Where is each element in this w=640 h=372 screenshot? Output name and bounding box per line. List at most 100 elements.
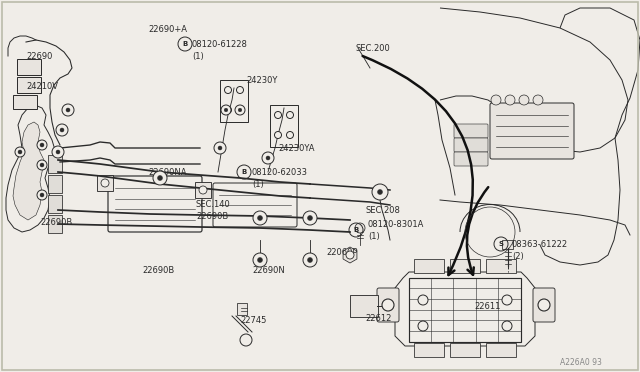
Circle shape [199, 186, 207, 194]
Circle shape [257, 257, 262, 263]
FancyBboxPatch shape [108, 176, 202, 232]
Text: 22690NA: 22690NA [148, 168, 186, 177]
FancyBboxPatch shape [237, 303, 247, 315]
Text: 08120-8301A: 08120-8301A [368, 220, 424, 229]
Text: B: B [182, 41, 188, 47]
FancyBboxPatch shape [17, 77, 41, 93]
Circle shape [303, 253, 317, 267]
Circle shape [40, 163, 44, 167]
Circle shape [355, 223, 365, 233]
Text: 22690B: 22690B [40, 218, 72, 227]
Circle shape [18, 150, 22, 154]
FancyBboxPatch shape [97, 175, 113, 191]
Circle shape [237, 106, 243, 113]
FancyBboxPatch shape [502, 240, 513, 248]
Circle shape [62, 104, 74, 116]
FancyBboxPatch shape [377, 288, 399, 322]
Circle shape [505, 95, 515, 105]
Circle shape [418, 321, 428, 331]
Text: 22690B: 22690B [196, 212, 228, 221]
Circle shape [266, 156, 270, 160]
Circle shape [275, 112, 282, 119]
Circle shape [346, 251, 354, 259]
Circle shape [52, 146, 64, 158]
Text: 22611: 22611 [474, 302, 500, 311]
Circle shape [240, 334, 252, 346]
Circle shape [224, 108, 228, 112]
Circle shape [153, 171, 167, 185]
Circle shape [418, 295, 428, 305]
FancyBboxPatch shape [414, 259, 444, 273]
Circle shape [519, 95, 529, 105]
Circle shape [533, 95, 543, 105]
Circle shape [218, 146, 222, 150]
FancyBboxPatch shape [195, 182, 211, 198]
Circle shape [253, 253, 267, 267]
Text: (1): (1) [192, 52, 204, 61]
Text: SEC.140: SEC.140 [195, 200, 230, 209]
Text: 22060P: 22060P [326, 248, 358, 257]
Text: A226A0 93: A226A0 93 [560, 358, 602, 367]
Circle shape [382, 299, 394, 311]
Circle shape [491, 95, 501, 105]
Circle shape [502, 321, 512, 331]
Circle shape [37, 140, 47, 150]
Circle shape [225, 106, 232, 113]
FancyBboxPatch shape [17, 59, 41, 75]
FancyBboxPatch shape [48, 215, 62, 233]
Circle shape [56, 150, 60, 154]
Circle shape [538, 299, 550, 311]
Text: 22690: 22690 [26, 52, 52, 61]
Text: (1): (1) [252, 180, 264, 189]
Text: SEC.200: SEC.200 [356, 44, 391, 53]
Text: 24230Y: 24230Y [246, 76, 277, 85]
Circle shape [225, 87, 232, 93]
Circle shape [15, 147, 25, 157]
Text: 08120-61228: 08120-61228 [192, 40, 248, 49]
FancyBboxPatch shape [48, 175, 62, 193]
Text: 22690+A: 22690+A [148, 25, 187, 34]
Circle shape [372, 184, 388, 200]
FancyBboxPatch shape [454, 124, 488, 138]
Text: B: B [353, 227, 358, 233]
Circle shape [235, 105, 245, 115]
FancyBboxPatch shape [490, 103, 574, 159]
Circle shape [502, 295, 512, 305]
Circle shape [303, 211, 317, 225]
FancyBboxPatch shape [48, 155, 62, 173]
Text: 22690N: 22690N [252, 266, 285, 275]
Circle shape [157, 176, 163, 180]
Circle shape [307, 215, 312, 221]
FancyBboxPatch shape [454, 152, 488, 166]
FancyBboxPatch shape [450, 259, 480, 273]
Text: 22612: 22612 [365, 314, 392, 323]
FancyBboxPatch shape [13, 95, 37, 109]
FancyBboxPatch shape [486, 343, 516, 357]
Circle shape [237, 87, 243, 93]
Text: 24210V: 24210V [26, 82, 58, 91]
FancyBboxPatch shape [454, 138, 488, 152]
Circle shape [40, 143, 44, 147]
Text: (2): (2) [512, 252, 524, 261]
Circle shape [56, 124, 68, 136]
Circle shape [37, 160, 47, 170]
Text: SEC.208: SEC.208 [366, 206, 401, 215]
Text: 08363-61222: 08363-61222 [512, 240, 568, 249]
Circle shape [287, 131, 294, 138]
FancyBboxPatch shape [350, 295, 378, 317]
Circle shape [378, 189, 383, 195]
Circle shape [37, 190, 47, 200]
Text: B: B [241, 169, 246, 175]
Circle shape [307, 257, 312, 263]
Text: 22745: 22745 [240, 316, 266, 325]
Circle shape [66, 108, 70, 112]
Circle shape [221, 105, 231, 115]
Circle shape [253, 211, 267, 225]
Circle shape [60, 128, 64, 132]
FancyBboxPatch shape [486, 259, 516, 273]
FancyBboxPatch shape [533, 288, 555, 322]
Text: (1): (1) [368, 232, 380, 241]
Text: 24230YA: 24230YA [278, 144, 314, 153]
Circle shape [238, 108, 242, 112]
FancyBboxPatch shape [213, 183, 297, 227]
